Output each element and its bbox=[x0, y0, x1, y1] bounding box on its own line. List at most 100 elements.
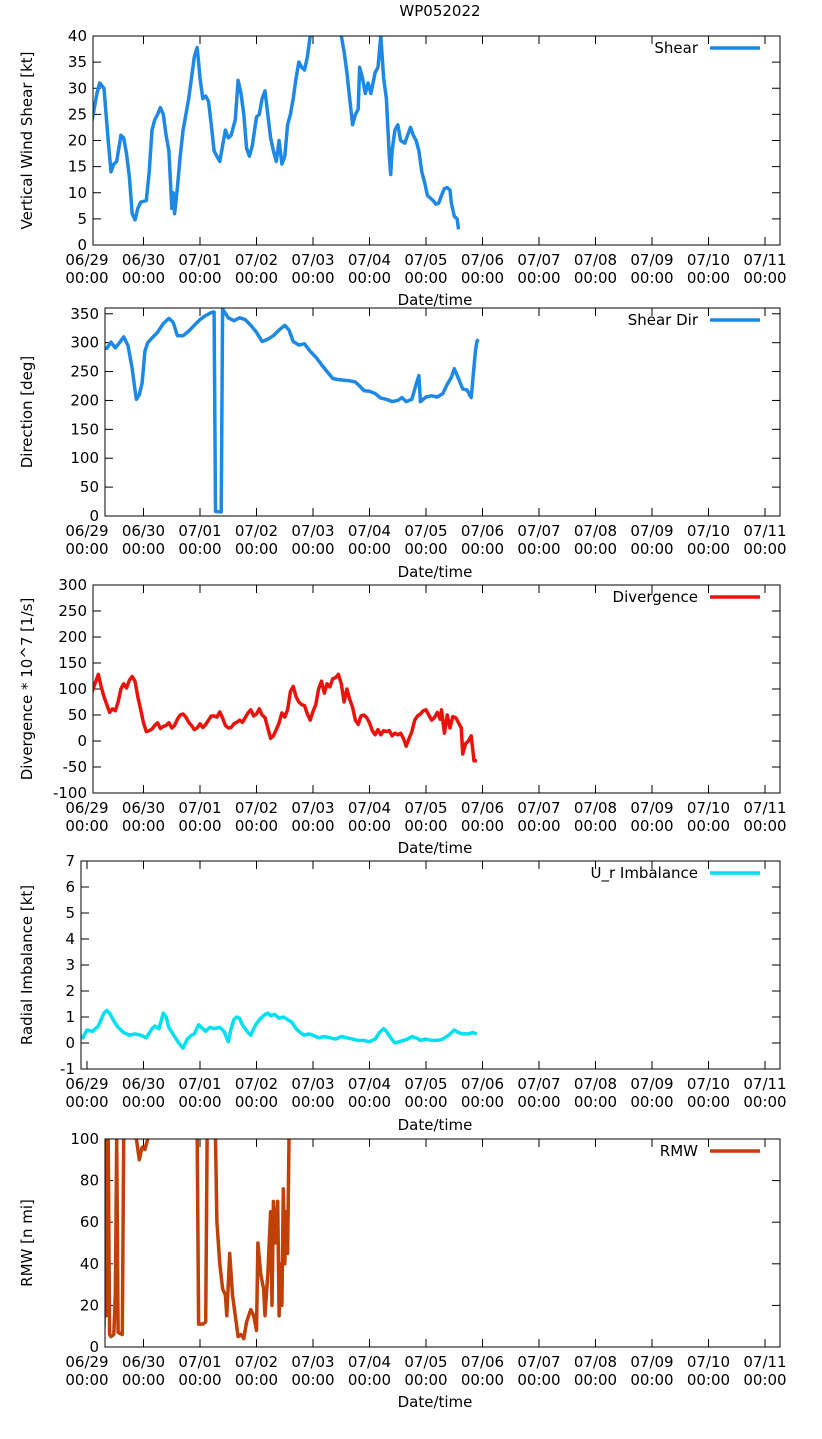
y-axis-label: Vertical Wind Shear [kt] bbox=[18, 51, 36, 229]
y-tick-label: 25 bbox=[68, 105, 87, 123]
x-tick-label: 07/11 00:00 bbox=[743, 1353, 786, 1389]
y-tick-label: 200 bbox=[70, 391, 99, 409]
x-tick-label: 07/05 00:00 bbox=[404, 522, 447, 558]
series-line bbox=[105, 1139, 291, 1341]
y-tick-label: 15 bbox=[68, 158, 87, 176]
y-tick-label: 300 bbox=[58, 576, 87, 594]
x-tick-label: 07/06 00:00 bbox=[461, 251, 504, 287]
y-tick-label: 150 bbox=[58, 654, 87, 672]
x-tick-label: 07/04 00:00 bbox=[348, 799, 391, 835]
plot-frame bbox=[80, 860, 781, 1070]
x-tick-label: 07/06 00:00 bbox=[461, 1075, 504, 1111]
x-tick-label: 07/03 00:00 bbox=[291, 251, 334, 287]
legend-label: Shear bbox=[654, 39, 698, 57]
y-tick-label: 50 bbox=[80, 478, 99, 496]
x-tick-label: 07/08 00:00 bbox=[574, 799, 617, 835]
y-tick-label: 0 bbox=[77, 236, 87, 254]
x-tick-label: 06/30 00:00 bbox=[122, 799, 165, 835]
x-tick-label: 06/30 00:00 bbox=[122, 1075, 165, 1111]
x-tick-label: 07/10 00:00 bbox=[687, 522, 730, 558]
x-tick-label: 07/01 00:00 bbox=[178, 522, 221, 558]
y-axis-label: Divergence * 10^7 [1/s] bbox=[18, 598, 36, 781]
x-tick-label: 07/02 00:00 bbox=[235, 251, 278, 287]
x-tick-label: 07/08 00:00 bbox=[574, 1075, 617, 1111]
x-tick-label: 07/07 00:00 bbox=[517, 1353, 560, 1389]
y-tick-label: 3 bbox=[65, 956, 75, 974]
x-tick-label: 07/03 00:00 bbox=[291, 1353, 334, 1389]
x-axis-label: Date/time bbox=[398, 291, 473, 309]
x-tick-label: 07/10 00:00 bbox=[687, 251, 730, 287]
x-axis-label: Date/time bbox=[398, 1116, 473, 1134]
legend-label: U_r Imbalance bbox=[590, 864, 698, 883]
y-tick-label: 6 bbox=[65, 878, 75, 896]
x-tick-label: 07/02 00:00 bbox=[235, 799, 278, 835]
y-tick-label: 35 bbox=[68, 53, 87, 71]
legend-label: RMW bbox=[660, 1142, 698, 1160]
x-tick-label: 07/01 00:00 bbox=[178, 1075, 221, 1111]
plot-frame bbox=[92, 35, 781, 246]
x-tick-label: 07/05 00:00 bbox=[404, 1075, 447, 1111]
y-tick-label: 100 bbox=[70, 1130, 99, 1148]
y-tick-label: 20 bbox=[68, 132, 87, 150]
y-tick-label: 250 bbox=[70, 363, 99, 381]
x-tick-label: 06/29 00:00 bbox=[65, 799, 108, 835]
x-tick-label: 06/29 00:00 bbox=[65, 1353, 108, 1389]
x-tick-label: 07/04 00:00 bbox=[348, 1353, 391, 1389]
panel-5: 0 20 40 60 80 100 06/29 00:00 06/30 00:00 07/01 00:… bbox=[18, 1130, 787, 1411]
x-tick-label: 07/07 00:00 bbox=[517, 1075, 560, 1111]
y-tick-label: 1 bbox=[65, 1008, 75, 1026]
y-tick-label: 300 bbox=[70, 334, 99, 352]
series-line bbox=[93, 36, 461, 230]
y-tick-label: 0 bbox=[77, 732, 87, 750]
y-tick-label: 150 bbox=[70, 420, 99, 438]
x-tick-label: 06/29 00:00 bbox=[65, 522, 108, 558]
figure-title: WP052022 bbox=[399, 2, 480, 20]
x-tick-label: 07/10 00:00 bbox=[687, 799, 730, 835]
series-line bbox=[105, 308, 480, 514]
y-tick-label: 2 bbox=[65, 982, 75, 1000]
x-axis-label: Date/time bbox=[398, 563, 473, 581]
x-tick-label: 07/08 00:00 bbox=[574, 251, 617, 287]
x-tick-label: 07/08 00:00 bbox=[574, 1353, 617, 1389]
x-tick-label: 07/04 00:00 bbox=[348, 522, 391, 558]
y-tick-label: 40 bbox=[80, 1255, 99, 1273]
x-tick-label: 07/01 00:00 bbox=[178, 1353, 221, 1389]
y-tick-label: 5 bbox=[65, 904, 75, 922]
y-tick-label: 40 bbox=[68, 27, 87, 45]
plot-frame bbox=[104, 307, 781, 517]
x-tick-label: 06/30 00:00 bbox=[122, 251, 165, 287]
x-tick-label: 07/11 00:00 bbox=[743, 251, 786, 287]
x-tick-label: 07/05 00:00 bbox=[404, 1353, 447, 1389]
y-tick-label: -100 bbox=[53, 784, 87, 802]
x-tick-label: 07/02 00:00 bbox=[235, 1075, 278, 1111]
x-tick-label: 07/05 00:00 bbox=[404, 799, 447, 835]
y-axis-label: Direction [deg] bbox=[18, 356, 36, 469]
x-tick-label: 07/06 00:00 bbox=[461, 799, 504, 835]
panel-1: 0 5 10 15 20 25 30 35 40 06/29 00:00 06/30 00:00 07/0… bbox=[18, 27, 787, 309]
y-tick-label: 100 bbox=[70, 449, 99, 467]
y-tick-label: 200 bbox=[58, 628, 87, 646]
panel-3: -100 -50 0 50 100 150 200 250 300 06/29 00:00 06/30… bbox=[18, 576, 787, 857]
x-tick-label: 07/10 00:00 bbox=[687, 1353, 730, 1389]
legend-label: Divergence bbox=[613, 588, 698, 606]
legend-label: Shear Dir bbox=[628, 311, 699, 329]
x-tick-label: 07/03 00:00 bbox=[291, 1075, 334, 1111]
x-tick-label: 07/11 00:00 bbox=[743, 799, 786, 835]
x-axis-label: Date/time bbox=[398, 1393, 473, 1411]
x-tick-label: 07/07 00:00 bbox=[517, 799, 560, 835]
x-tick-label: 07/08 00:00 bbox=[574, 522, 617, 558]
x-tick-label: 06/30 00:00 bbox=[122, 522, 165, 558]
y-tick-label: 4 bbox=[65, 930, 75, 948]
x-tick-label: 07/07 00:00 bbox=[517, 251, 560, 287]
x-tick-label: 07/11 00:00 bbox=[743, 1075, 786, 1111]
x-tick-label: 06/30 00:00 bbox=[122, 1353, 165, 1389]
y-tick-label: 20 bbox=[80, 1296, 99, 1314]
y-tick-label: 0 bbox=[89, 1338, 99, 1356]
x-tick-label: 06/29 00:00 bbox=[65, 1075, 108, 1111]
y-tick-label: -50 bbox=[63, 758, 88, 776]
x-tick-label: 07/11 00:00 bbox=[743, 522, 786, 558]
y-tick-label: 50 bbox=[68, 706, 87, 724]
y-tick-label: 100 bbox=[58, 680, 87, 698]
x-tick-label: 07/09 00:00 bbox=[630, 251, 673, 287]
